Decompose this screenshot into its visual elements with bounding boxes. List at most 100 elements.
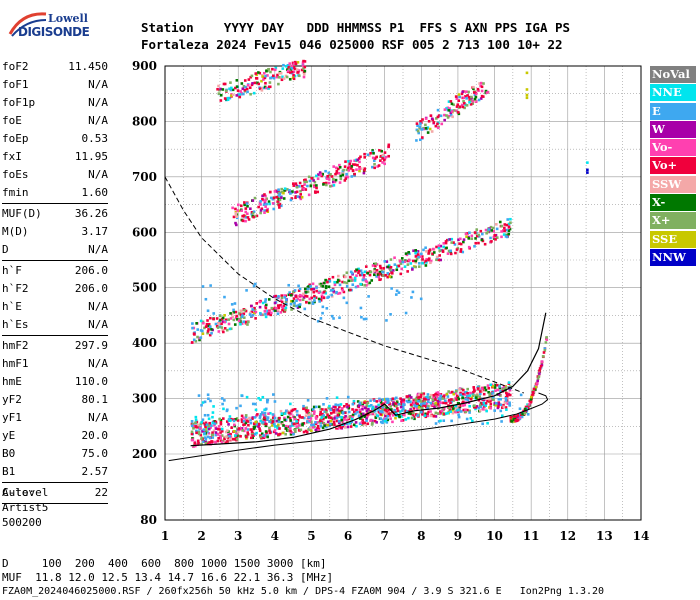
- echo-point: [474, 92, 478, 96]
- echo-point: [501, 406, 504, 409]
- param-value: 22: [94, 486, 108, 499]
- echo-point: [423, 400, 427, 404]
- echo-point: [325, 177, 329, 180]
- param-value: 110.0: [74, 375, 108, 388]
- echo-point: [234, 438, 237, 441]
- echo-point: [314, 405, 318, 409]
- echo-point: [234, 434, 237, 437]
- echo-point: [257, 71, 260, 74]
- echo-point: [321, 172, 325, 176]
- echo-point: [373, 419, 377, 423]
- echo-point: [366, 282, 370, 286]
- echo-point: [388, 414, 392, 417]
- echo-point: [487, 228, 491, 231]
- echo-point: [306, 290, 310, 294]
- echo-point: [225, 409, 229, 413]
- echo-point: [373, 162, 376, 166]
- echo-point: [516, 414, 520, 417]
- echo-point: [454, 251, 457, 255]
- echo-point: [426, 131, 430, 134]
- param-value: N/A: [88, 78, 108, 91]
- echo-point: [343, 416, 346, 420]
- echo-point: [242, 214, 246, 217]
- echo-point: [290, 293, 293, 297]
- echo-point: [406, 395, 409, 398]
- echo-point: [266, 74, 269, 77]
- echo-point: [294, 195, 298, 198]
- echo-point: [314, 191, 317, 194]
- echo-point: [325, 307, 329, 310]
- echo-point: [288, 291, 291, 294]
- echo-point: [454, 109, 458, 113]
- echo-point: [462, 100, 465, 103]
- echo-point: [481, 422, 484, 426]
- echo-point: [391, 420, 394, 424]
- echo-point: [349, 270, 353, 274]
- echo-point: [207, 324, 211, 328]
- echo-point: [202, 428, 206, 431]
- echo-point: [491, 226, 495, 230]
- echo-point: [239, 309, 243, 313]
- echo-point: [216, 439, 220, 443]
- echo-point: [288, 416, 292, 420]
- echo-point: [379, 400, 383, 404]
- echo-point: [368, 404, 371, 408]
- echo-point: [503, 223, 507, 226]
- echo-point: [298, 298, 302, 302]
- x-tick-label: 1: [161, 529, 169, 543]
- echo-point: [438, 254, 441, 257]
- echo-point: [424, 264, 428, 267]
- echo-point: [293, 417, 296, 421]
- echo-point: [301, 64, 305, 67]
- echo-point: [206, 309, 210, 313]
- echo-point: [296, 297, 299, 301]
- echo-point: [424, 117, 428, 120]
- echo-point: [274, 294, 277, 298]
- echo-point: [379, 420, 383, 424]
- echo-point: [445, 107, 448, 110]
- echo-point: [260, 86, 263, 90]
- echo-point: [409, 408, 412, 411]
- echo-point: [450, 241, 454, 244]
- echo-point: [275, 419, 279, 423]
- echo-point: [350, 175, 354, 178]
- echo-point: [449, 113, 453, 117]
- autoscaling-info: Auto: Artist5 500200: [2, 485, 48, 530]
- echo-point: [212, 317, 215, 321]
- param-row: h`F 206.0: [2, 262, 108, 280]
- echo-point: [228, 434, 231, 438]
- echo-point: [378, 409, 382, 413]
- echo-point: [372, 269, 376, 273]
- echo-point: [538, 372, 541, 375]
- echo-point: [319, 298, 323, 302]
- echo-point: [262, 71, 266, 75]
- echo-point: [303, 180, 307, 184]
- echo-point: [479, 81, 483, 85]
- echo-point: [277, 203, 281, 207]
- echo-point: [243, 308, 246, 312]
- echo-point: [340, 410, 343, 414]
- echo-point: [388, 275, 392, 278]
- echo-point: [232, 308, 235, 312]
- echo-point: [449, 100, 453, 103]
- footer-distance-row: D 100 200 400 600 800 1000 1500 3000 [km…: [2, 557, 327, 570]
- echo-point: [278, 198, 282, 202]
- echo-point: [319, 317, 323, 320]
- echo-point: [520, 415, 524, 419]
- echo-point: [502, 233, 506, 236]
- echo-point: [413, 417, 416, 421]
- echo-point: [377, 164, 381, 167]
- echo-point: [243, 201, 246, 204]
- echo-point: [419, 122, 422, 125]
- echo-point: [246, 432, 250, 436]
- echo-point: [282, 77, 286, 80]
- param-value: 75.0: [81, 447, 109, 460]
- echo-point: [427, 119, 431, 123]
- echo-point: [235, 215, 239, 218]
- echo-point: [400, 400, 403, 403]
- echo-point: [251, 431, 254, 435]
- echo-point: [393, 408, 396, 412]
- echo-point: [291, 424, 294, 427]
- echo-point: [264, 303, 268, 307]
- echo-point: [332, 165, 336, 168]
